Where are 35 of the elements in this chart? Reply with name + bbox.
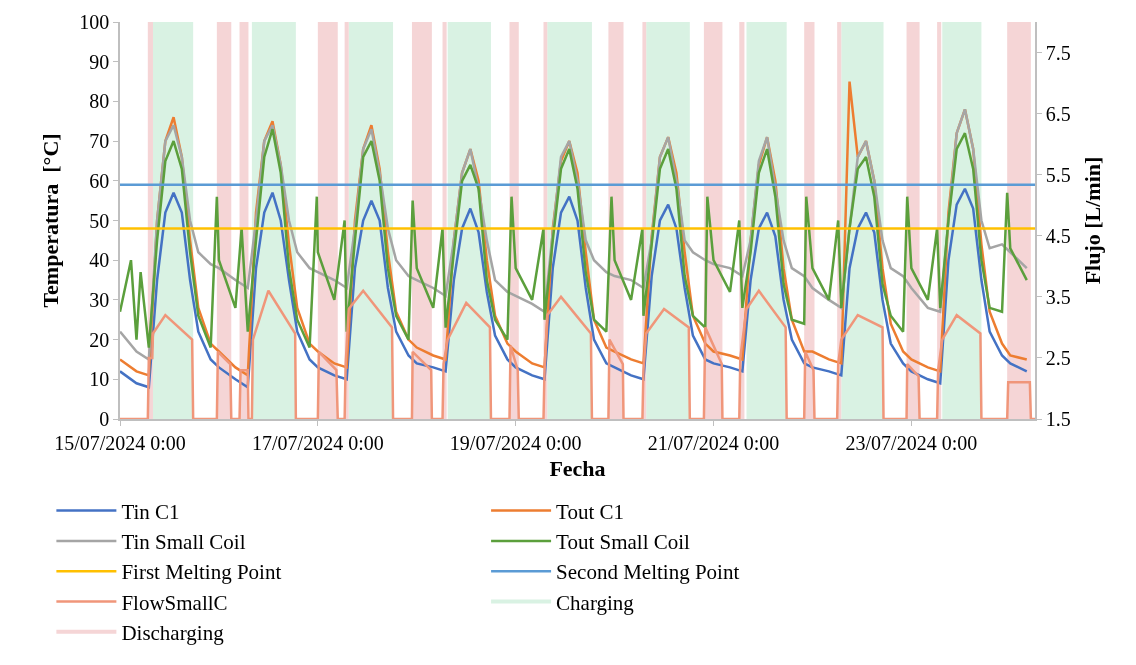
x-tick-label: 15/07/2024 0:00 [54,431,186,454]
y-tick-label: 10 [89,368,110,391]
x-tick-label: 19/07/2024 0:00 [449,431,582,454]
x-tick-label: 23/07/2024 0:00 [845,431,978,454]
y2-tick-label: 6.5 [1045,102,1071,125]
legend-label: Second Melting Point [556,560,740,585]
y2-axis-title: Flujo [L/min] [1080,156,1106,285]
y-tick-label: 20 [89,328,110,351]
legend-label: Tout Small Coil [556,530,691,555]
legend-label: Tin Small Coil [121,530,246,555]
y-tick-label: 80 [89,90,110,113]
y2-tick-label: 1.5 [1045,408,1071,430]
y-tick-label: 100 [79,11,110,33]
y2-tick-label: 5.5 [1045,163,1071,186]
y-tick-label: 50 [89,209,110,232]
legend-label: First Melting Point [121,560,282,585]
x-tick-label: 21/07/2024 0:00 [647,431,780,454]
y-tick-label: 90 [89,50,110,73]
y-axis-title: Temperatura [°C] [37,133,63,308]
legend-label: Discharging [121,621,225,645]
legend-label: Tin C1 [121,499,180,524]
x-axis-title: Fecha [549,456,606,482]
y-tick-label: 40 [89,249,110,272]
y2-tick-label: 7.5 [1045,41,1071,64]
y2-tick-label: 2.5 [1045,346,1071,369]
y2-tick-label: 4.5 [1045,224,1071,247]
y-tick-label: 0 [99,408,110,430]
legend-label: Charging [556,590,635,615]
y2-tick-label: 3.5 [1045,285,1071,308]
legend-label: Tout C1 [556,499,625,524]
x-tick-label: 17/07/2024 0:00 [252,431,384,454]
legend-label: FlowSmallC [121,590,228,615]
y-tick-label: 60 [89,169,110,192]
y-tick-label: 70 [89,130,110,153]
y-tick-label: 30 [89,288,110,311]
